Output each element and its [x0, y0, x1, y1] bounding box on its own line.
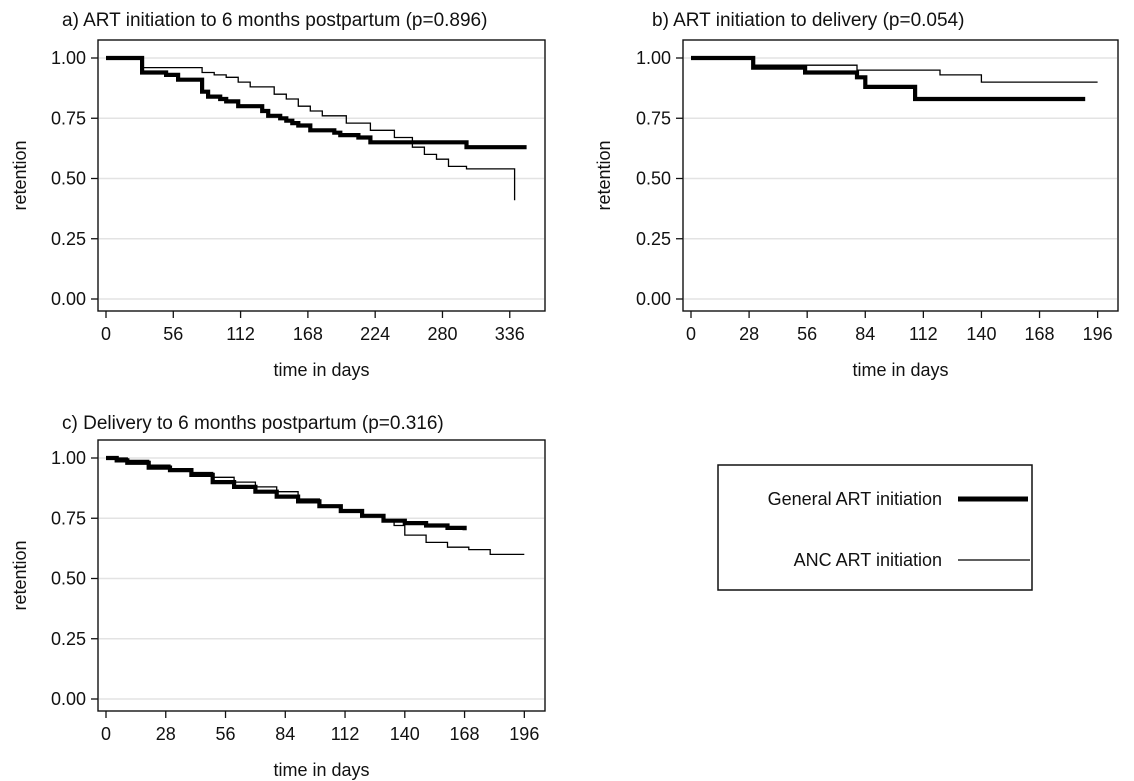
y-tick-label: 1.00 — [636, 48, 671, 68]
panel-a: a) ART initiation to 6 months postpartum… — [10, 10, 546, 380]
y-tick-label: 0.00 — [51, 289, 86, 309]
y-tick-label: 0.25 — [636, 229, 671, 249]
y-tick-label: 0.25 — [51, 229, 86, 249]
x-tick-label: 56 — [216, 724, 236, 744]
x-axis-label: time in days — [273, 760, 369, 780]
plot-frame — [682, 39, 1119, 312]
y-tick-label: 0.75 — [51, 108, 86, 128]
plot-frame — [97, 39, 546, 312]
x-tick-label: 112 — [331, 724, 360, 744]
x-tick-label: 84 — [275, 724, 295, 744]
x-axis-label: time in days — [852, 360, 948, 380]
x-tick-label: 84 — [855, 324, 875, 344]
series-line-general-art — [106, 55, 527, 150]
x-tick-label: 28 — [739, 324, 759, 344]
x-tick-label: 140 — [966, 324, 996, 344]
series-line-general-art — [106, 455, 467, 531]
x-tick-label: 0 — [101, 724, 111, 744]
y-tick-label: 0.50 — [51, 569, 86, 589]
y-axis-label: retention — [594, 140, 614, 210]
y-tick-label: 1.00 — [51, 48, 86, 68]
y-tick-label: 0.75 — [51, 508, 86, 528]
y-tick-label: 0.50 — [636, 169, 671, 189]
x-tick-label: 168 — [450, 724, 480, 744]
x-tick-label: 140 — [390, 724, 420, 744]
x-tick-label: 112 — [909, 324, 938, 344]
y-axis-label: retention — [10, 540, 30, 610]
x-tick-label: 280 — [427, 324, 457, 344]
x-tick-label: 56 — [797, 324, 817, 344]
y-tick-label: 0.25 — [51, 629, 86, 649]
x-axis-label: time in days — [273, 360, 369, 380]
series-line-anc-art — [106, 457, 525, 556]
legend-label-anc: ANC ART initiation — [794, 550, 942, 570]
plot-frame — [97, 439, 546, 712]
x-tick-label: 0 — [686, 324, 696, 344]
y-tick-label: 0.75 — [636, 108, 671, 128]
chart-title: a) ART initiation to 6 months postpartum… — [62, 10, 487, 31]
x-tick-label: 28 — [156, 724, 176, 744]
panel-c: c) Delivery to 6 months postpartum (p=0.… — [10, 413, 546, 780]
chart-title: c) Delivery to 6 months postpartum (p=0.… — [62, 413, 444, 434]
series-line-anc-art — [691, 57, 1098, 83]
x-tick-label: 336 — [495, 324, 525, 344]
y-tick-label: 0.50 — [51, 169, 86, 189]
y-tick-label: 1.00 — [51, 448, 86, 468]
legend-label-general: General ART initiation — [768, 489, 942, 509]
panel-b: b) ART initiation to delivery (p=0.054) 0… — [594, 10, 1119, 380]
y-tick-label: 0.00 — [636, 289, 671, 309]
series-line-anc-art — [106, 57, 516, 201]
x-tick-label: 56 — [163, 324, 183, 344]
x-tick-label: 196 — [1083, 324, 1113, 344]
x-tick-label: 196 — [509, 724, 539, 744]
legend-box: General ART initiation ANC ART initiatio… — [717, 464, 1033, 591]
legend-frame — [717, 464, 1033, 591]
y-axis-label: retention — [10, 140, 30, 210]
x-tick-label: 168 — [1025, 324, 1055, 344]
x-tick-label: 224 — [360, 324, 390, 344]
y-tick-label: 0.00 — [51, 689, 86, 709]
chart-title: b) ART initiation to delivery (p=0.054) — [652, 10, 964, 31]
x-tick-label: 168 — [293, 324, 323, 344]
x-tick-label: 112 — [226, 324, 255, 344]
x-tick-label: 0 — [101, 324, 111, 344]
series-line-general-art — [691, 55, 1086, 102]
